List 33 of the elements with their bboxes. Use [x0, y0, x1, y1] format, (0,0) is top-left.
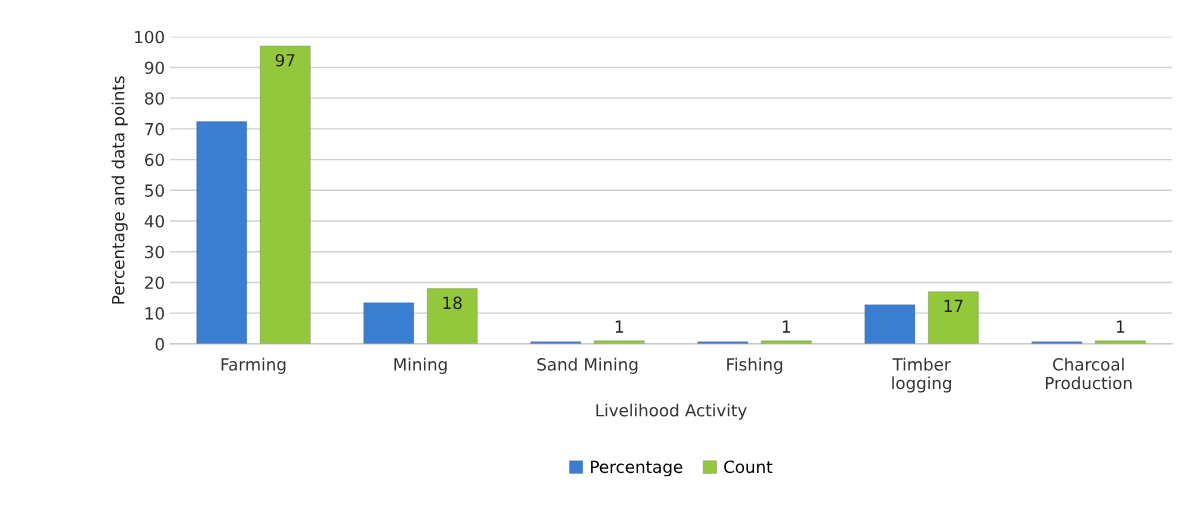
data-label: 1 [615, 320, 624, 333]
data-label: 97 [275, 53, 295, 67]
data-label: 18 [443, 296, 462, 310]
y-tick-label: 20 [145, 276, 164, 290]
y-tick-label: 90 [144, 61, 164, 75]
y-tick-label: 80 [145, 92, 164, 105]
bar [259, 45, 311, 344]
bar [864, 304, 916, 344]
legend-label: Percentage [591, 460, 683, 477]
y-tick-label: 30 [145, 245, 164, 259]
y-tick-label: 50 [145, 184, 164, 197]
x-tick-label: Timber logging [892, 357, 951, 393]
data-label: 17 [944, 299, 963, 313]
x-tick-label: Charcoal Production [1045, 357, 1132, 390]
y-axis-title: Percentage and data points [111, 76, 128, 304]
x-tick-label: Mining [394, 357, 447, 374]
y-tick-label: 10 [145, 307, 164, 320]
bar [426, 288, 478, 344]
y-tick-label: 100 [135, 30, 164, 44]
bar [196, 121, 248, 344]
x-tick-label: Sand Mining [537, 357, 638, 374]
legend-label: Count [724, 460, 773, 474]
x-tick-label: Fishing [727, 357, 783, 374]
bar [927, 291, 979, 344]
y-tick-label: 0 [155, 337, 164, 351]
bar [363, 302, 415, 344]
y-tick-label: 60 [145, 153, 164, 167]
y-tick-label: 70 [145, 122, 164, 136]
data-label: 1 [1116, 320, 1125, 333]
x-tick-label: Farming [221, 357, 286, 374]
x-axis-title: Livelihood Activity [596, 403, 747, 420]
data-label: 1 [782, 320, 791, 333]
y-tick-label: 40 [144, 214, 164, 228]
